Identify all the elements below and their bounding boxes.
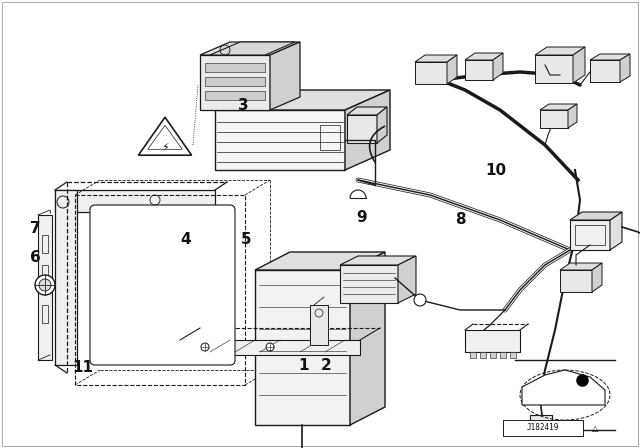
Circle shape <box>39 279 51 291</box>
Polygon shape <box>340 265 398 303</box>
Text: 10: 10 <box>485 163 507 178</box>
Polygon shape <box>255 270 350 425</box>
Polygon shape <box>215 110 345 170</box>
Bar <box>38 215 52 360</box>
Polygon shape <box>560 263 602 270</box>
Polygon shape <box>540 110 568 128</box>
Text: 3: 3 <box>238 98 248 113</box>
Polygon shape <box>377 107 387 143</box>
Bar <box>480 352 486 358</box>
Polygon shape <box>415 62 447 84</box>
Circle shape <box>35 275 55 295</box>
Polygon shape <box>570 220 610 250</box>
Text: 11: 11 <box>73 360 93 375</box>
Text: 8: 8 <box>456 212 466 227</box>
Polygon shape <box>270 42 300 110</box>
Text: 6: 6 <box>30 250 40 265</box>
Polygon shape <box>465 60 493 80</box>
Polygon shape <box>610 212 622 250</box>
Polygon shape <box>210 42 295 55</box>
Bar <box>42 265 48 283</box>
Polygon shape <box>535 47 585 55</box>
Polygon shape <box>568 104 577 128</box>
Polygon shape <box>415 55 457 62</box>
Bar <box>465 330 520 352</box>
Bar <box>510 352 516 358</box>
Circle shape <box>414 294 426 306</box>
Text: 5: 5 <box>241 232 252 247</box>
Circle shape <box>266 343 274 351</box>
Polygon shape <box>347 107 387 115</box>
FancyBboxPatch shape <box>90 205 235 365</box>
Circle shape <box>201 343 209 351</box>
Bar <box>500 352 506 358</box>
Polygon shape <box>398 256 416 303</box>
Text: 9: 9 <box>356 210 367 225</box>
Polygon shape <box>345 90 390 170</box>
Polygon shape <box>590 60 620 82</box>
Bar <box>42 235 48 253</box>
Polygon shape <box>620 54 630 82</box>
Bar <box>320 125 340 150</box>
Polygon shape <box>590 54 630 60</box>
Polygon shape <box>535 55 573 83</box>
Polygon shape <box>570 212 622 220</box>
Polygon shape <box>340 256 416 265</box>
Bar <box>490 352 496 358</box>
Polygon shape <box>200 55 270 110</box>
Polygon shape <box>522 370 605 405</box>
Text: 1: 1 <box>299 358 309 373</box>
Polygon shape <box>493 53 503 80</box>
Text: 4: 4 <box>180 232 191 247</box>
Text: J182419: J182419 <box>527 423 559 432</box>
Bar <box>42 305 48 323</box>
Polygon shape <box>347 115 377 143</box>
Polygon shape <box>215 90 390 110</box>
Bar <box>75 195 245 385</box>
Text: △: △ <box>592 423 598 432</box>
Polygon shape <box>573 47 585 83</box>
Bar <box>575 225 605 245</box>
Polygon shape <box>465 53 503 60</box>
Bar <box>503 420 583 436</box>
Bar <box>310 305 328 345</box>
Bar <box>205 77 265 86</box>
Polygon shape <box>447 55 457 84</box>
Bar <box>205 63 265 72</box>
Polygon shape <box>255 252 385 270</box>
Bar <box>205 91 265 100</box>
Polygon shape <box>540 104 577 110</box>
Bar <box>55 190 215 212</box>
Bar <box>55 190 77 365</box>
Bar <box>180 340 360 355</box>
Bar <box>530 415 552 425</box>
Text: 7: 7 <box>30 221 40 236</box>
Polygon shape <box>560 270 592 292</box>
Bar <box>470 352 476 358</box>
Polygon shape <box>592 263 602 292</box>
Text: ⚡: ⚡ <box>161 143 169 153</box>
Polygon shape <box>350 252 385 425</box>
Polygon shape <box>200 42 300 55</box>
Text: 2: 2 <box>321 358 332 373</box>
